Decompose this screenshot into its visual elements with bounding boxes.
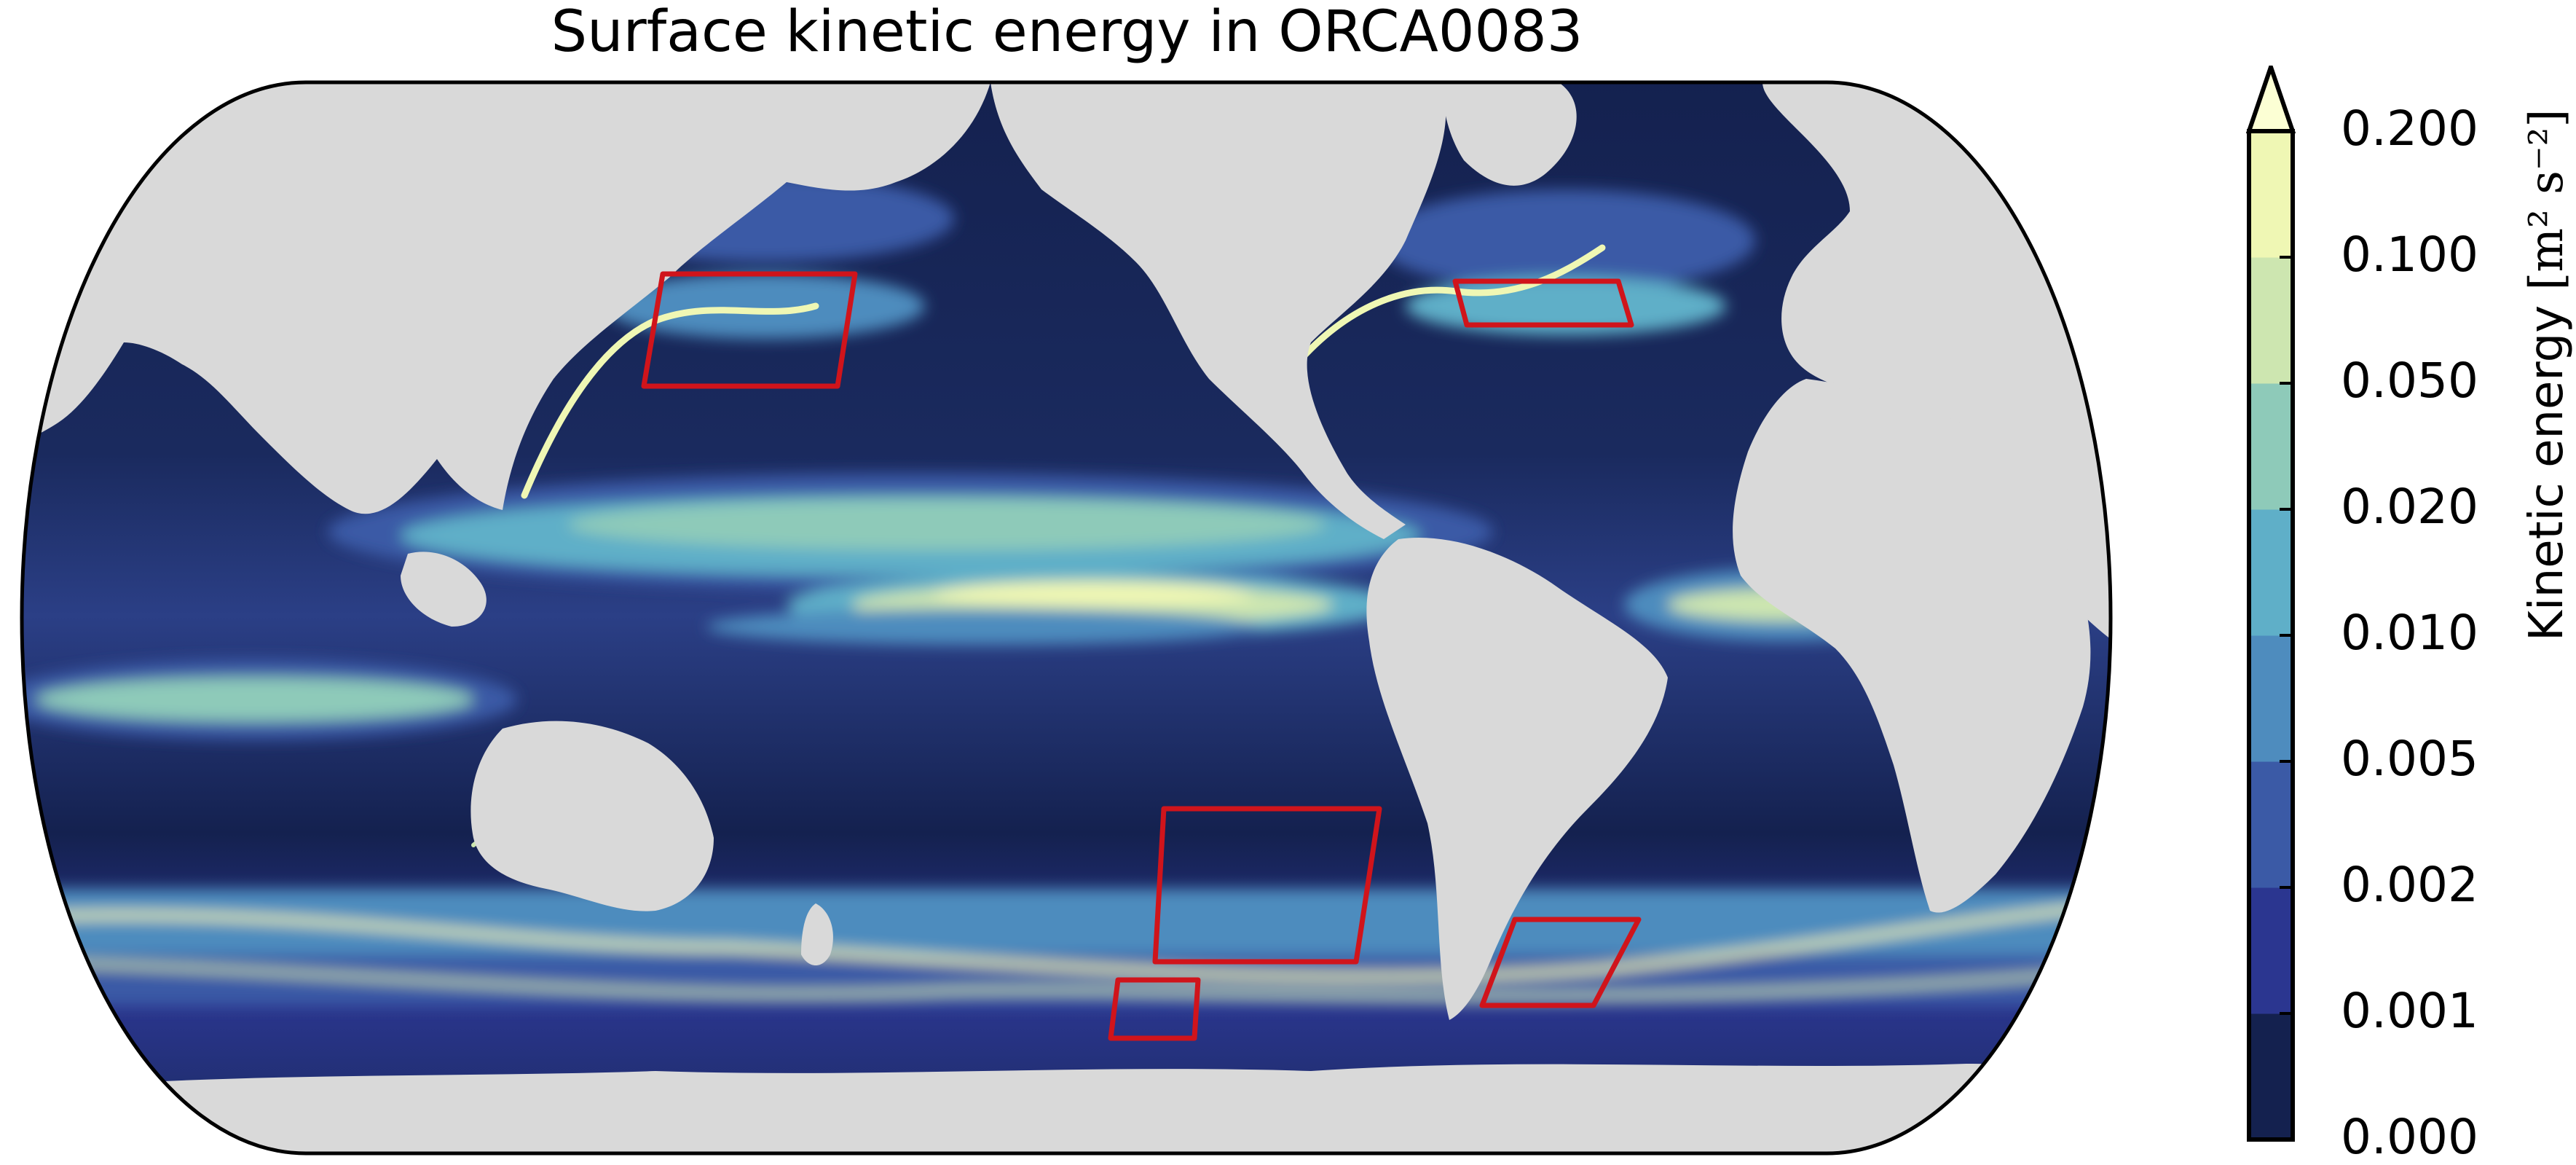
colorbar-bin	[2249, 131, 2293, 258]
colorbar-title: Kinetic energy [m² s⁻²]	[2520, 109, 2574, 641]
madagascar	[2116, 714, 2132, 775]
colorbar-tick-label: 0.050	[2341, 353, 2478, 409]
colorbar-tick-label: 0.200	[2341, 101, 2478, 157]
colorbar-bin	[2249, 509, 2293, 636]
map-title: Surface kinetic energy in ORCA0083	[551, 0, 1583, 65]
colorbar-bin	[2249, 383, 2293, 510]
region-box-south-atlantic	[1479, 917, 1642, 1008]
greenland	[1442, 82, 1577, 186]
region-box-south-pacific	[1152, 806, 1382, 965]
colorbar-bin	[2249, 257, 2293, 384]
colorbar-bin	[2249, 1013, 2293, 1140]
colorbar-label: Kinetic energy	[2520, 305, 2574, 641]
colorbar-tick-label: 0.100	[2341, 227, 2478, 283]
colorbar-extend-arrow	[2245, 66, 2296, 133]
region-box-gulf-stream	[1452, 278, 1634, 328]
colorbar-bin	[2249, 887, 2293, 1014]
japan	[519, 326, 556, 388]
south-america	[1366, 538, 1668, 1020]
north-america	[990, 82, 1446, 539]
eurasia-east	[22, 82, 990, 514]
colorbar-tick-label: 0.001	[2341, 983, 2478, 1039]
southern-ocean-currents	[22, 889, 2111, 1005]
map-body	[22, 82, 2132, 1153]
colorbar-tick-label: 0.000	[2341, 1109, 2478, 1165]
colorbar-bin	[2249, 635, 2293, 762]
africa	[1733, 379, 2091, 913]
australia	[470, 721, 714, 911]
map-outline	[20, 80, 2113, 1156]
colorbar-tick-label: 0.002	[2341, 857, 2478, 913]
colorbar-tick-label: 0.010	[2341, 605, 2478, 661]
colorbar	[2245, 66, 2296, 1142]
maritime-continent	[401, 552, 487, 627]
colorbar-tick-label: 0.020	[2341, 479, 2478, 535]
colorbar-tick-label: 0.005	[2341, 731, 2478, 787]
colorbar-units: [m² s⁻²]	[2520, 109, 2574, 291]
region-box-kuroshio	[641, 271, 858, 389]
continents	[22, 82, 2132, 1153]
colorbar-bin	[2249, 761, 2293, 888]
region-box-southern-pacific-small	[1108, 977, 1201, 1041]
colorbar-ticks	[2280, 256, 2293, 1015]
colorbar-bins	[2249, 131, 2293, 1140]
study-region-boxes	[641, 271, 1642, 1041]
antarctica	[22, 1064, 2111, 1153]
new-zealand	[801, 903, 833, 965]
ocean-map	[20, 80, 2132, 1156]
